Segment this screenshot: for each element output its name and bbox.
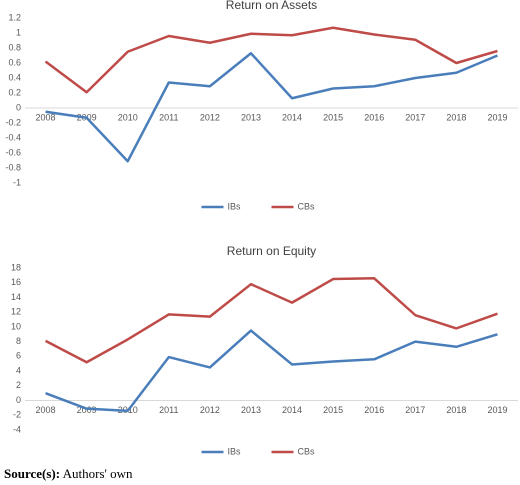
y-tick-label: -0.2 [5, 117, 21, 127]
x-tick-label: 2010 [118, 112, 138, 122]
y-tick-label: 4 [16, 365, 21, 375]
y-tick-label: -0.4 [5, 132, 21, 142]
x-tick-label: 2015 [323, 405, 343, 415]
y-tick-label: -1 [13, 177, 21, 187]
y-tick-label: 10 [11, 321, 21, 331]
legend-label: CBs [298, 201, 316, 211]
y-tick-label: 8 [16, 336, 21, 346]
line-series [44, 277, 498, 364]
legend-label: IBs [228, 201, 242, 211]
y-tick-label: 14 [11, 292, 21, 302]
x-tick-label: 2013 [241, 112, 261, 122]
x-tick-label: 2011 [159, 112, 178, 122]
y-tick-label: 0.4 [8, 72, 21, 82]
y-tick-label: 0 [16, 102, 21, 112]
y-tick-label: -0.6 [5, 147, 21, 157]
y-tick-label: -4 [13, 424, 21, 434]
x-tick-label: 2019 [487, 112, 507, 122]
x-tick-label: 2019 [487, 405, 507, 415]
y-tick-label: 12 [11, 307, 21, 317]
chart-title: Return on Assets [226, 0, 317, 12]
source-note: Source(s): Authors' own [4, 466, 133, 482]
y-tick-label: 2 [16, 380, 21, 390]
line-series [45, 52, 498, 163]
x-tick-label: 2018 [446, 405, 466, 415]
source-text: Authors' own [62, 466, 133, 481]
line-series [45, 329, 498, 413]
y-tick-label: 0 [16, 395, 21, 405]
y-tick-label: 0.2 [8, 87, 21, 97]
x-tick-label: 2012 [200, 112, 220, 122]
x-tick-label: 2016 [364, 112, 384, 122]
x-tick-label: 2009 [77, 405, 97, 415]
x-tick-label: 2013 [241, 405, 261, 415]
y-tick-label: 0.6 [8, 57, 21, 67]
x-tick-label: 2008 [36, 405, 56, 415]
x-tick-label: 2008 [36, 112, 56, 122]
x-tick-label: 2016 [364, 405, 384, 415]
y-tick-label: -0.8 [5, 162, 21, 172]
legend-label: IBs [228, 446, 242, 456]
x-tick-label: 2012 [200, 405, 220, 415]
x-tick-label: 2017 [405, 112, 425, 122]
y-tick-label: 0.8 [8, 42, 21, 52]
x-tick-label: 2015 [323, 112, 343, 122]
line-series [44, 26, 498, 94]
y-tick-label: 1 [16, 27, 21, 37]
x-tick-label: 2014 [282, 112, 302, 122]
y-tick-label: -2 [13, 410, 21, 420]
y-tick-label: 16 [11, 277, 21, 287]
x-tick-label: 2011 [159, 405, 178, 415]
x-tick-label: 2017 [405, 405, 425, 415]
source-label: Source(s): [4, 466, 61, 481]
y-tick-label: 6 [16, 351, 21, 361]
y-tick-label: 18 [11, 262, 21, 272]
chart-title: Return on Equity [227, 244, 316, 258]
x-tick-label: 2014 [282, 405, 302, 415]
x-tick-label: 2018 [446, 112, 466, 122]
y-tick-label: 1.2 [8, 12, 21, 22]
legend-label: CBs [298, 446, 316, 456]
